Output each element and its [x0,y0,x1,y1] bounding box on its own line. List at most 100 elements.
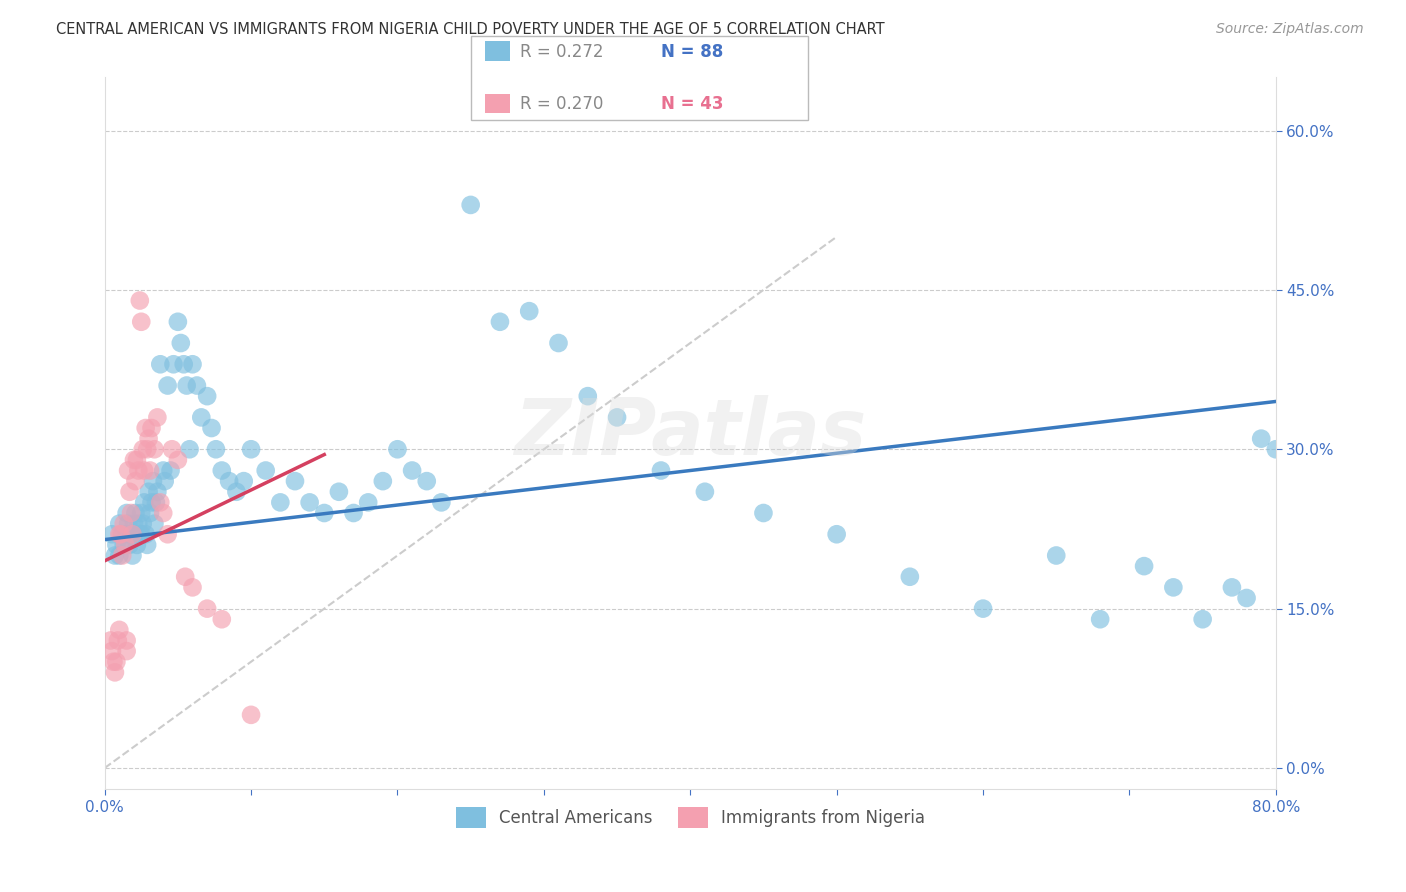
Point [121,549,143,563]
Point [232,474,254,488]
Text: R = 0.272: R = 0.272 [520,43,603,61]
Point [115,644,138,658]
Point [1133,559,1156,574]
Point [146,410,169,425]
Point [101,644,124,658]
Text: R = 0.270: R = 0.270 [520,95,603,113]
Point [1250,432,1272,446]
Point [1045,549,1067,563]
Point [122,527,145,541]
Point [114,538,136,552]
Point [401,463,423,477]
Text: CENTRAL AMERICAN VS IMMIGRANTS FROM NIGERIA CHILD POVERTY UNDER THE AGE OF 5 COR: CENTRAL AMERICAN VS IMMIGRANTS FROM NIGE… [56,22,884,37]
Point [128,527,150,541]
Point [117,516,139,531]
Point [138,484,160,499]
Legend: Central Americans, Immigrants from Nigeria: Central Americans, Immigrants from Niger… [449,801,932,834]
Point [135,527,157,541]
Point [122,516,145,531]
Point [112,516,135,531]
Point [489,315,512,329]
Point [139,506,162,520]
Point [240,442,263,457]
Point [254,463,277,477]
Point [104,665,127,680]
Point [416,474,439,488]
Point [1163,580,1185,594]
Point [103,655,125,669]
Point [1191,612,1213,626]
Point [107,633,129,648]
Point [129,315,152,329]
Point [328,484,350,499]
Point [139,463,162,477]
Point [298,495,321,509]
Point [143,442,166,457]
Point [972,601,994,615]
Point [129,506,152,520]
Point [218,474,240,488]
Point [112,538,135,552]
Point [240,707,263,722]
Point [108,516,131,531]
Point [149,495,172,509]
Point [115,633,138,648]
Point [145,495,167,509]
Point [167,315,190,329]
Point [181,580,204,594]
Point [134,495,156,509]
Point [179,442,201,457]
Point [460,198,482,212]
Point [159,463,181,477]
Point [124,474,146,488]
Point [190,410,212,425]
Point [162,357,184,371]
Point [111,527,134,541]
Text: N = 43: N = 43 [661,95,723,113]
Point [898,570,921,584]
Point [108,549,131,563]
Point [160,442,183,457]
Point [128,293,150,308]
Point [606,410,628,425]
Point [129,527,152,541]
Point [693,484,716,499]
Point [127,516,149,531]
Point [650,463,672,477]
Point [167,453,190,467]
Point [1264,442,1286,457]
Point [176,378,198,392]
Point [314,506,336,520]
Point [1088,612,1111,626]
Point [100,633,122,648]
Point [111,549,134,563]
Point [200,421,222,435]
Point [1220,580,1243,594]
Point [174,570,197,584]
Point [108,623,131,637]
Point [170,336,193,351]
Text: ZIPatlas: ZIPatlas [515,395,866,471]
Point [149,357,172,371]
Point [136,538,159,552]
Point [127,463,149,477]
Point [105,538,128,552]
Point [115,506,138,520]
Point [357,495,380,509]
Point [118,538,141,552]
Point [342,506,364,520]
Point [105,655,128,669]
Point [121,527,143,541]
Point [186,378,208,392]
Point [284,474,307,488]
Point [132,442,155,457]
Point [135,421,157,435]
Point [225,484,247,499]
Point [371,474,394,488]
Point [138,432,160,446]
Point [152,506,174,520]
Point [1236,591,1258,605]
Point [141,421,163,435]
Point [117,463,139,477]
Point [118,484,141,499]
